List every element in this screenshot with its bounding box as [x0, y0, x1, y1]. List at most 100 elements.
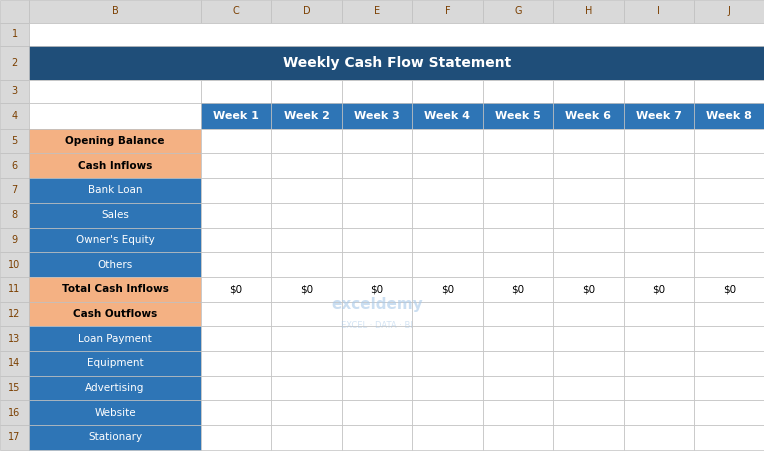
Bar [0, 0, 29, 23]
Bar [483, 400, 553, 425]
Bar [201, 178, 271, 203]
Bar [0, 80, 29, 103]
Bar [342, 376, 413, 400]
Text: B: B [112, 6, 118, 17]
Text: Week 1: Week 1 [213, 111, 259, 121]
Bar [694, 129, 764, 153]
Text: Stationary: Stationary [88, 432, 142, 443]
Bar [483, 153, 553, 178]
Bar [29, 80, 201, 103]
Bar [271, 103, 342, 129]
Text: $0: $0 [511, 284, 524, 294]
Bar [201, 203, 271, 228]
Bar [413, 326, 483, 351]
Text: Others: Others [97, 259, 133, 270]
Bar [0, 228, 29, 252]
Text: 5: 5 [11, 136, 18, 146]
Bar [201, 351, 271, 376]
Bar [553, 351, 623, 376]
Bar [271, 252, 342, 277]
Bar [0, 326, 29, 351]
Bar [271, 129, 342, 153]
Text: Week 8: Week 8 [706, 111, 753, 121]
Text: Week 6: Week 6 [565, 111, 611, 121]
Bar [342, 129, 413, 153]
Bar [0, 46, 29, 80]
Bar [0, 277, 29, 302]
Text: Weekly Cash Flow Statement: Weekly Cash Flow Statement [283, 56, 511, 70]
Text: 14: 14 [8, 358, 21, 369]
Text: 17: 17 [8, 432, 21, 443]
Bar [201, 400, 271, 425]
Text: F: F [445, 6, 450, 17]
Bar [553, 178, 623, 203]
Bar [623, 228, 694, 252]
Bar [29, 425, 201, 450]
Bar [694, 0, 764, 23]
Bar [29, 46, 764, 80]
Text: Sales: Sales [101, 210, 129, 220]
Bar [342, 178, 413, 203]
Bar [413, 203, 483, 228]
Bar [271, 425, 342, 450]
Bar [483, 203, 553, 228]
Text: $0: $0 [371, 284, 384, 294]
Bar [623, 203, 694, 228]
Text: $0: $0 [652, 284, 665, 294]
Bar [483, 277, 553, 302]
Bar [201, 153, 271, 178]
Bar [29, 178, 201, 203]
Bar [553, 425, 623, 450]
Bar [483, 103, 553, 129]
Bar [271, 153, 342, 178]
Bar [0, 178, 29, 203]
Bar [694, 178, 764, 203]
Bar [694, 326, 764, 351]
Text: Opening Balance: Opening Balance [65, 136, 165, 146]
Bar [623, 302, 694, 326]
Bar [29, 351, 201, 376]
Bar [201, 80, 271, 103]
Bar [483, 0, 553, 23]
Bar [342, 80, 413, 103]
Bar [483, 80, 553, 103]
Bar [413, 277, 483, 302]
Text: C: C [233, 6, 240, 17]
Bar [201, 302, 271, 326]
Bar [694, 277, 764, 302]
Bar [342, 0, 413, 23]
Bar [413, 129, 483, 153]
Bar [483, 351, 553, 376]
Bar [0, 153, 29, 178]
Bar [29, 153, 201, 178]
Bar [271, 203, 342, 228]
Bar [694, 351, 764, 376]
Bar [342, 326, 413, 351]
Bar [29, 129, 201, 153]
Bar [483, 302, 553, 326]
Bar [413, 178, 483, 203]
Bar [483, 228, 553, 252]
Bar [29, 326, 201, 351]
Bar [553, 277, 623, 302]
Bar [271, 178, 342, 203]
Bar [694, 302, 764, 326]
Bar [694, 228, 764, 252]
Text: J: J [728, 6, 730, 17]
Bar [0, 376, 29, 400]
Bar [553, 0, 623, 23]
Text: Total Cash Inflows: Total Cash Inflows [62, 284, 168, 294]
Bar [201, 425, 271, 450]
Bar [0, 252, 29, 277]
Bar [0, 203, 29, 228]
Bar [342, 103, 413, 129]
Text: $0: $0 [582, 284, 595, 294]
Bar [29, 277, 201, 302]
Bar [623, 103, 694, 129]
Text: 3: 3 [11, 86, 18, 96]
Text: 10: 10 [8, 259, 21, 270]
Bar [413, 103, 483, 129]
Bar [483, 252, 553, 277]
Bar [413, 376, 483, 400]
Bar [201, 326, 271, 351]
